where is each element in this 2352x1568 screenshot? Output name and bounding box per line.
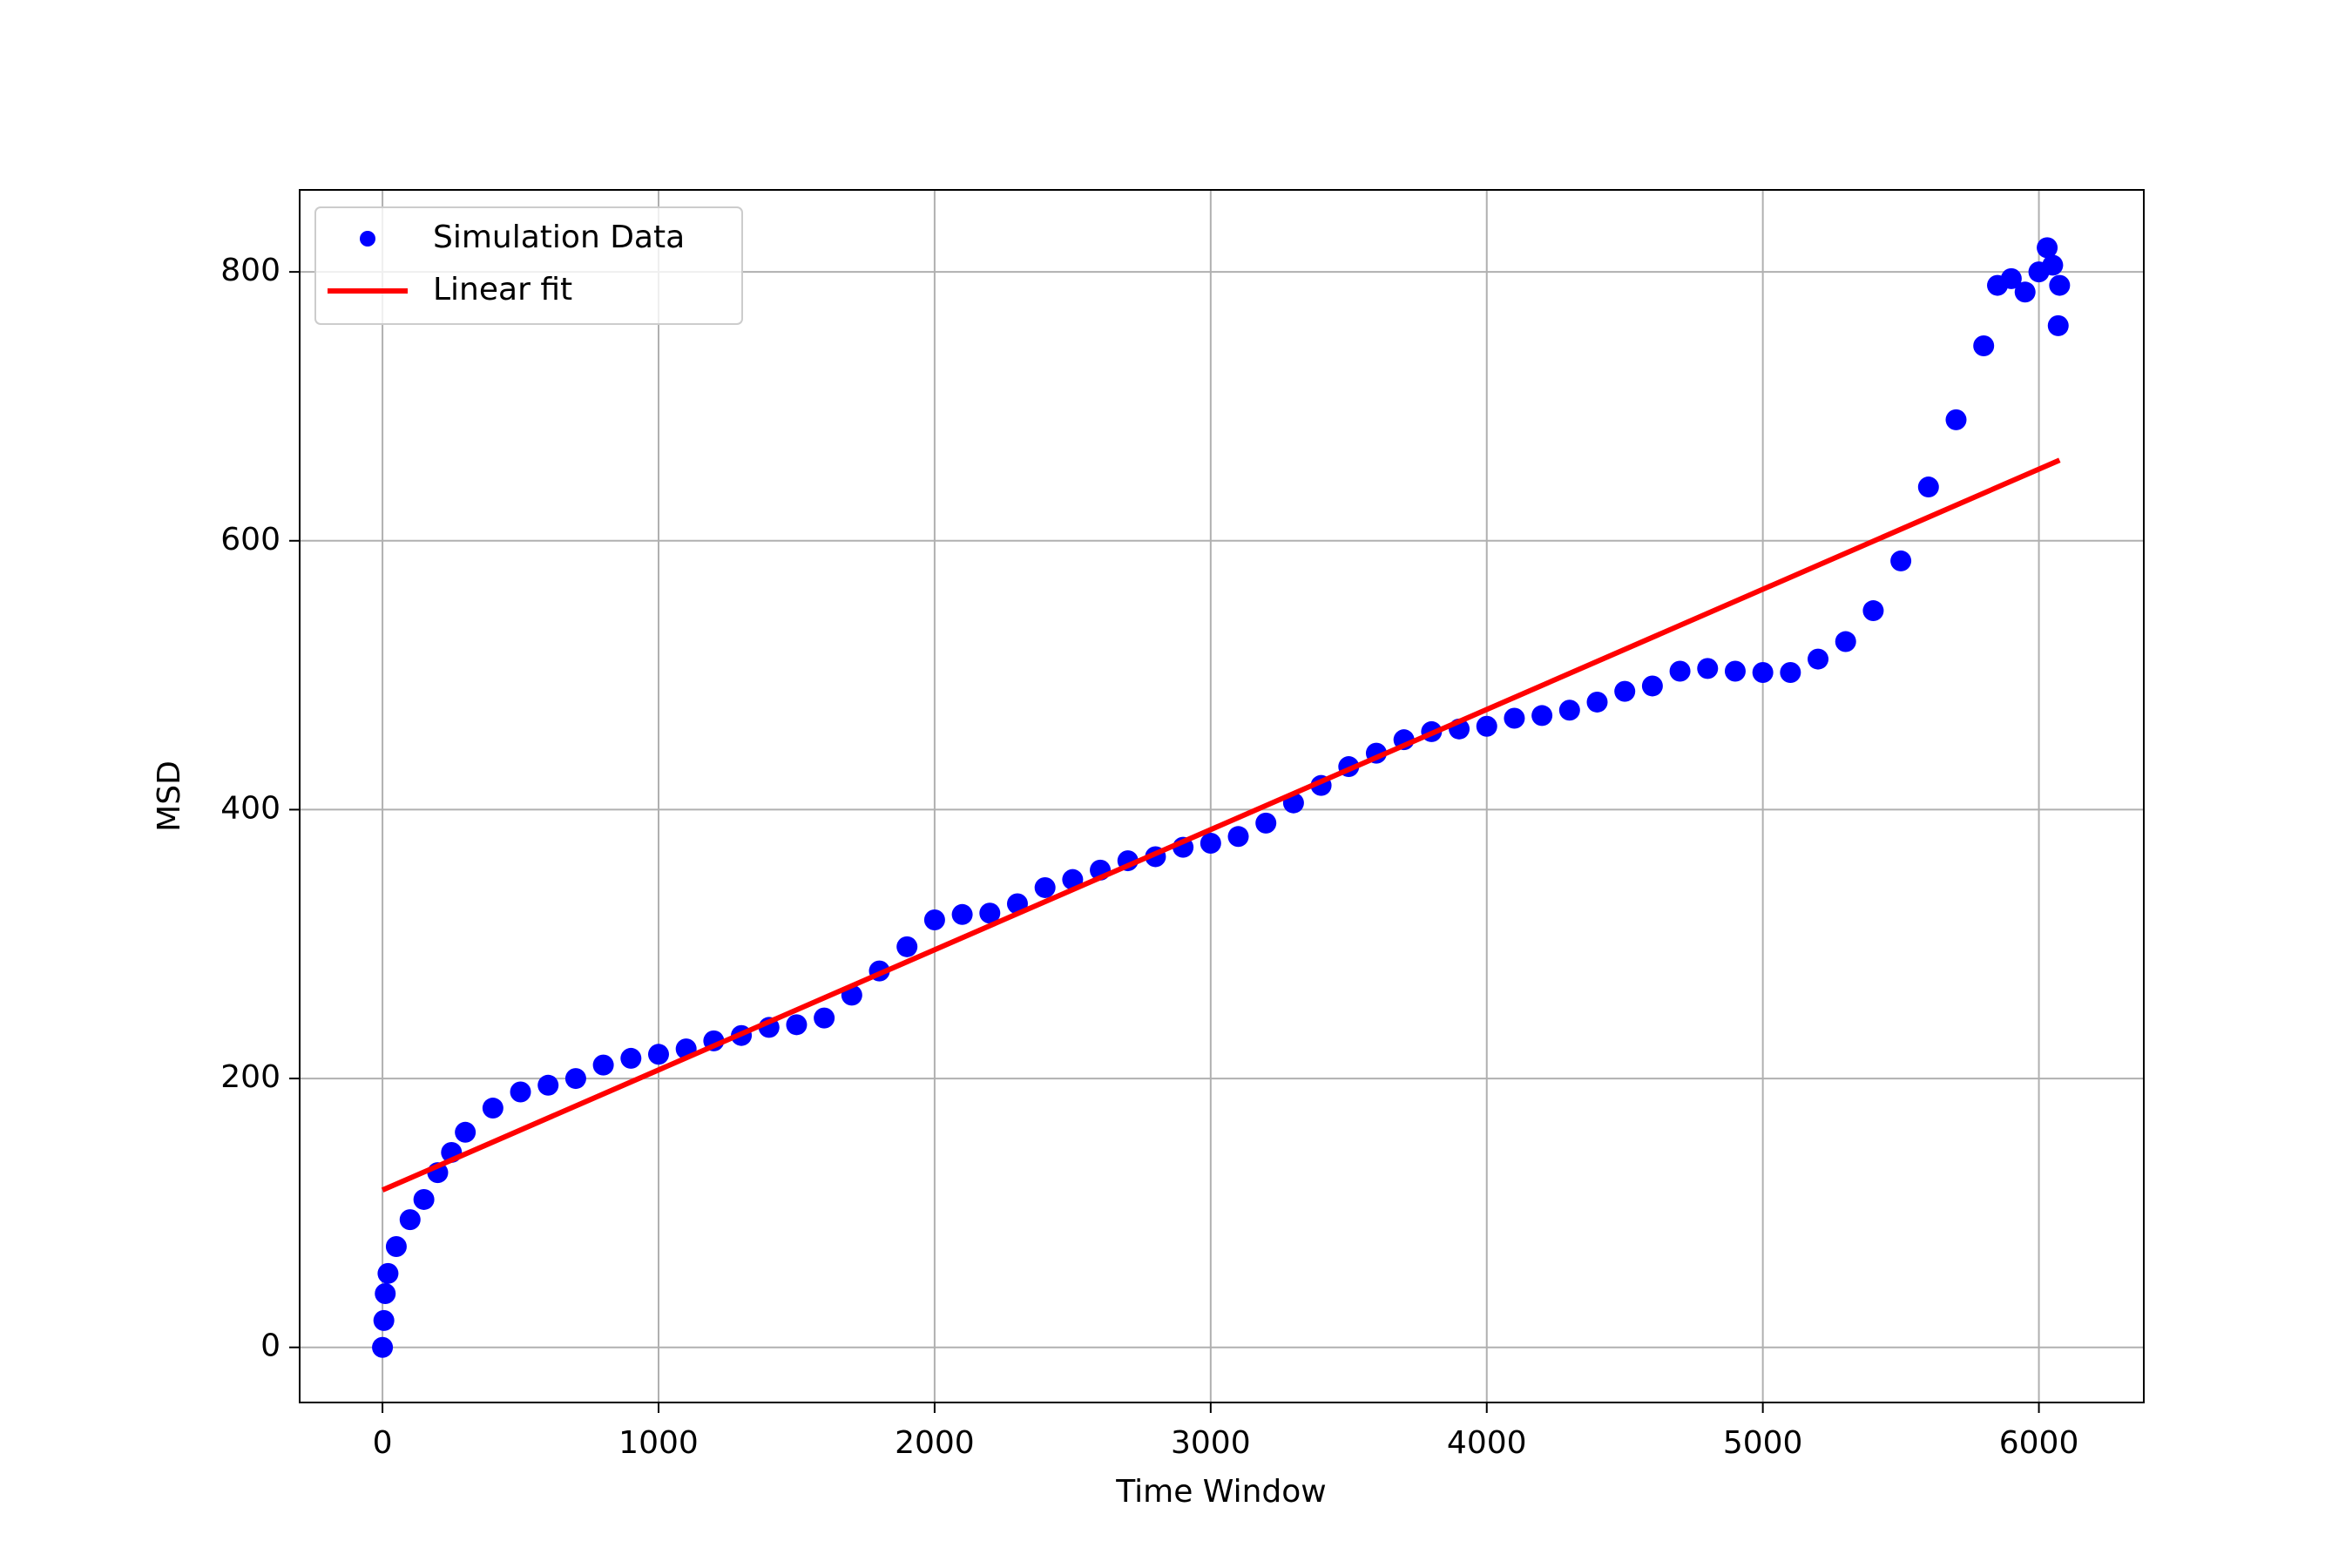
scatter-point [1890,550,1912,571]
scatter-point [786,1014,808,1036]
scatter-point [482,1098,504,1119]
legend-marker [360,231,375,247]
legend: Simulation Data Linear fit [314,206,743,325]
scatter-point [1862,600,1884,622]
scatter-point [1641,675,1663,697]
x-tick-label: 0 [373,1425,393,1461]
scatter-point [1724,660,1746,682]
scatter-point [2047,314,2069,336]
scatter-point [1835,631,1856,652]
y-tick-label: 600 [220,522,280,558]
scatter-point [1034,876,1056,898]
scatter-point [372,1336,394,1358]
scatter-point [1752,662,1774,684]
scatter-point [1780,662,1801,684]
legend-label: Linear fit [433,272,572,308]
scatter-point [1945,409,1967,430]
scatter-point [896,936,918,957]
scatter-point [2000,267,2022,289]
scatter-point [385,1235,407,1257]
y-tick-label: 0 [260,1328,280,1364]
scatter-point [2042,254,2064,276]
scatter-point [2037,237,2058,259]
scatter-point [923,909,945,930]
scatter-point [1476,715,1497,737]
y-tick-label: 400 [220,790,280,826]
scatter-point [564,1068,586,1090]
x-axis-label: Time Window [1115,1474,1327,1510]
scatter-point [979,902,1001,924]
scatter-point [620,1047,642,1069]
y-axis-label: MSD [152,760,187,832]
x-tick-label: 3000 [1171,1425,1251,1461]
scatter-point [2014,281,2036,303]
scatter-point [1973,335,1995,357]
legend-label: Simulation Data [433,220,685,255]
scatter-point [510,1081,531,1103]
scatter-point [399,1209,421,1231]
scatter-point [951,903,973,925]
scatter-point [1255,812,1277,834]
scatter-point [1917,476,1939,498]
scatter-point [1531,705,1553,727]
scatter-point [413,1188,435,1210]
scatter-point [1586,691,1608,713]
x-tick-label: 6000 [1999,1425,2079,1461]
scatter-point [1614,680,1636,702]
plot-frame [299,189,2145,1403]
x-tick-label: 2000 [895,1425,975,1461]
scatter-point [1697,658,1719,679]
scatter-point [1808,648,1829,670]
scatter-point [814,1007,835,1029]
scatter-point [1504,707,1525,729]
scatter-point [1227,826,1249,848]
scatter-point [1200,833,1221,855]
x-tick-label: 4000 [1447,1425,1527,1461]
scatter-point [377,1262,399,1284]
fit-line [381,457,2061,1193]
grid [300,190,2144,1402]
scatter-point [373,1309,395,1331]
scatter-point [647,1044,669,1065]
marks [372,237,2071,1358]
scatter-point [1669,660,1691,682]
legend-frame [314,206,743,325]
scatter-point [537,1074,559,1096]
scatter-point [455,1121,476,1143]
scatter-point [2049,274,2071,296]
scatter-point [1558,700,1580,721]
y-tick-label: 200 [220,1059,280,1095]
scatter-point [592,1054,614,1076]
x-tick-label: 1000 [618,1425,699,1461]
y-tick-label: 800 [220,253,280,288]
scatter-point [375,1282,396,1304]
x-tick-label: 5000 [1723,1425,1803,1461]
